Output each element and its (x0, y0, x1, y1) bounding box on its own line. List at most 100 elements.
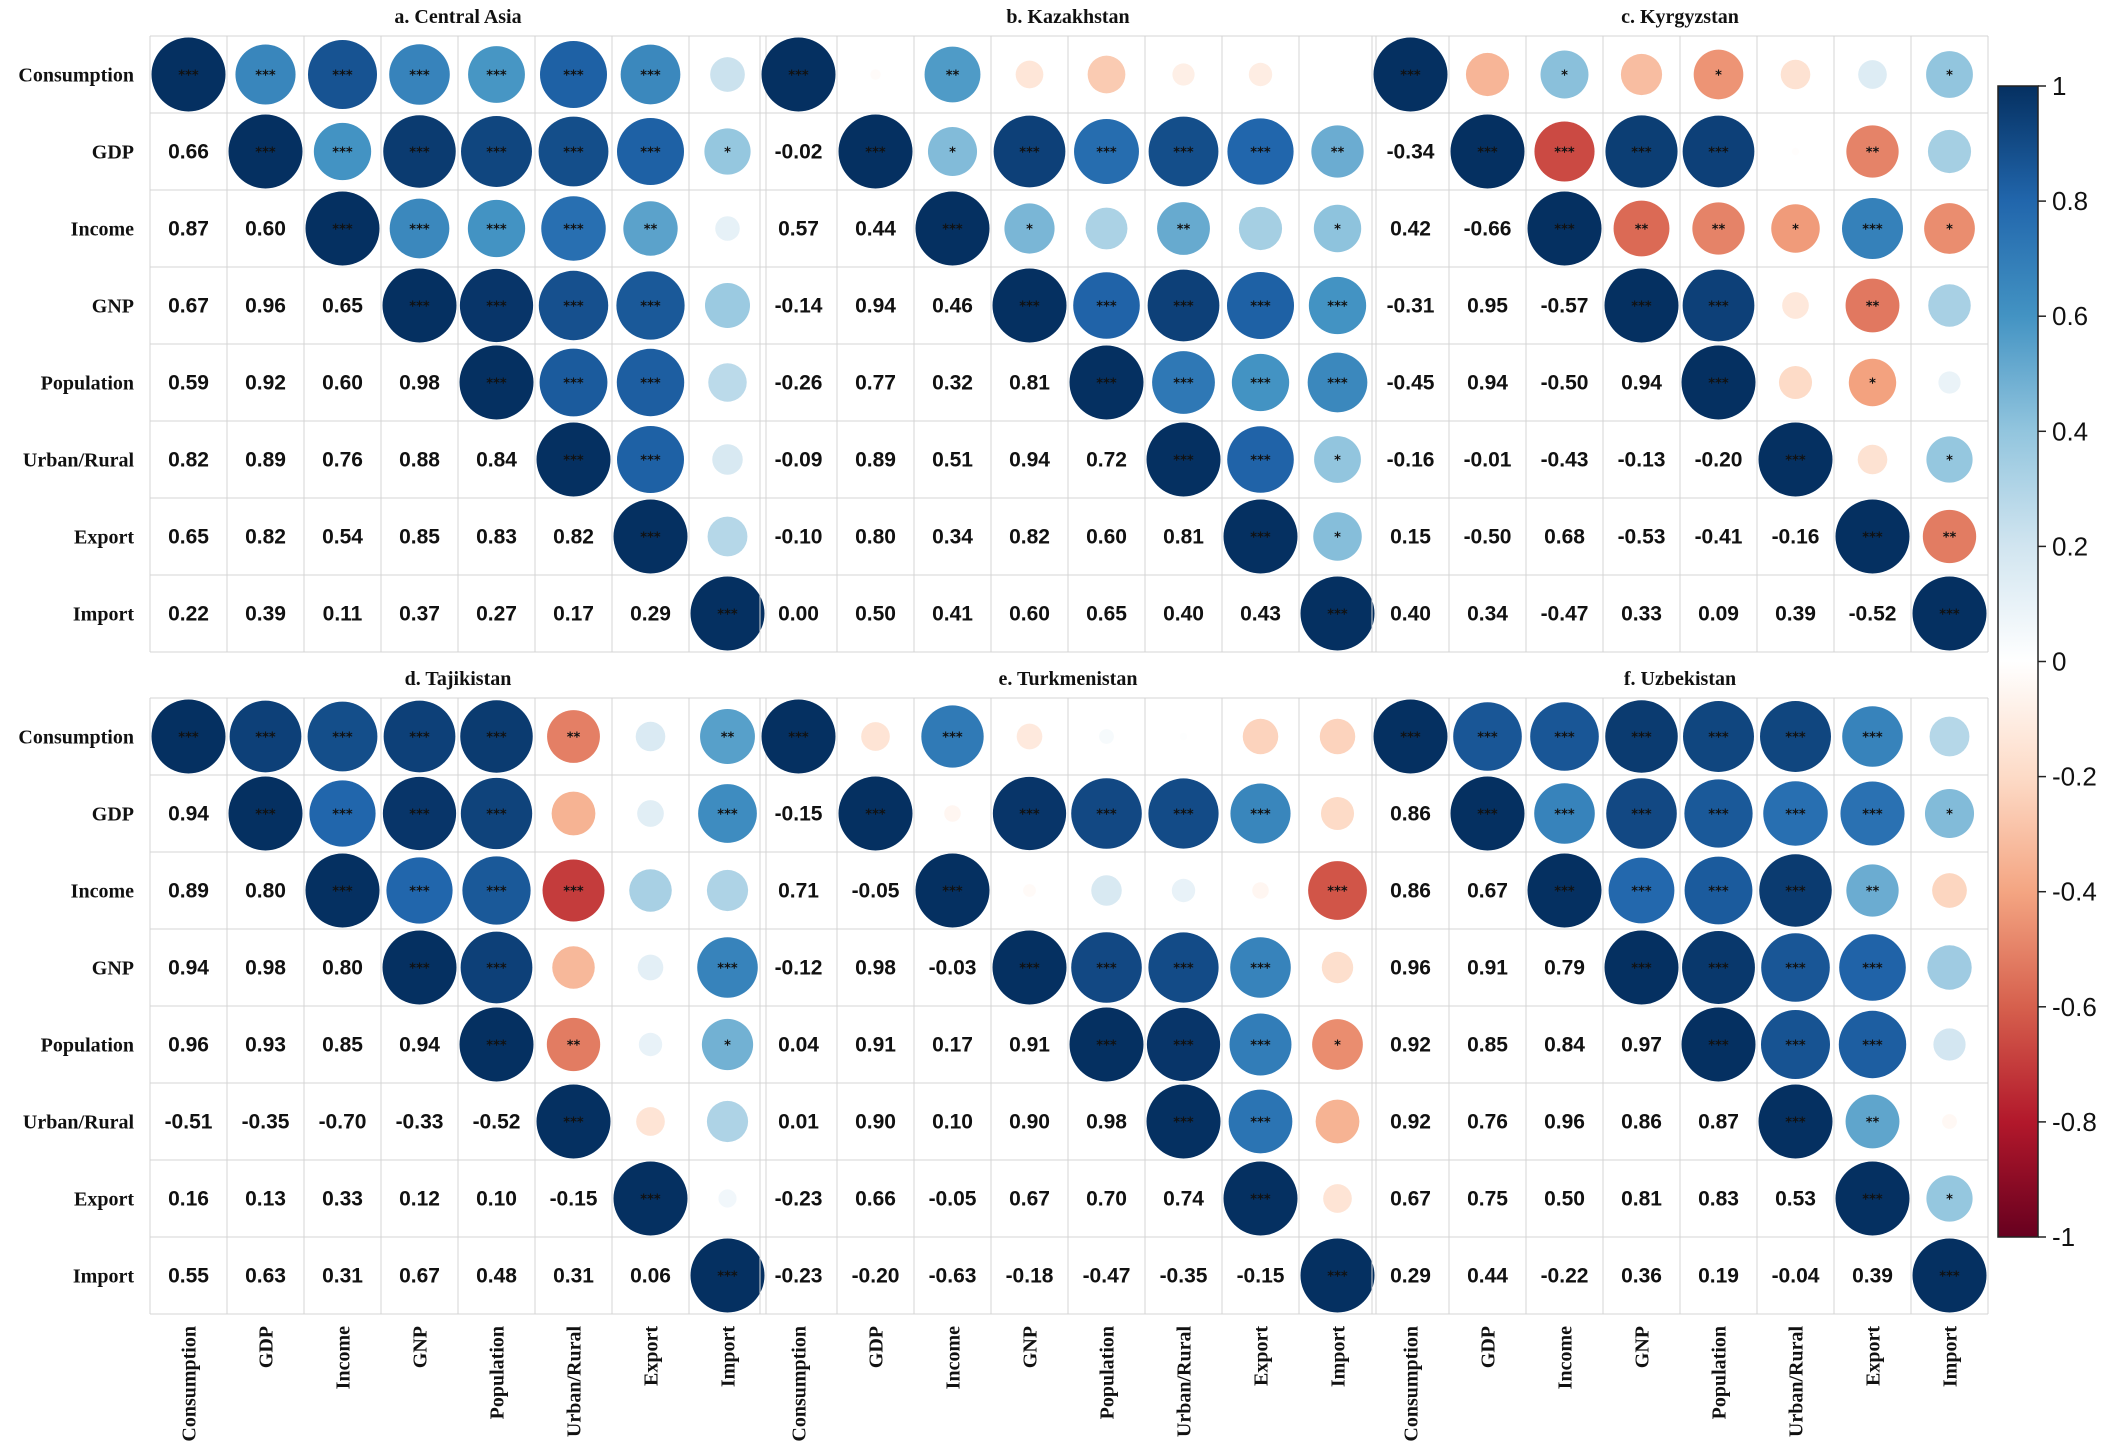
coefficient-label: -0.26 (775, 372, 823, 395)
significance-marker: *** (1631, 962, 1652, 977)
correlation-circle (1069, 345, 1144, 420)
correlation-circle (1841, 197, 1904, 260)
coefficient-label: -0.23 (775, 1188, 823, 1211)
correlation-circle (992, 268, 1067, 343)
correlation-circle (707, 516, 748, 557)
correlation-circle (1146, 1007, 1221, 1082)
row-labels-group: Consumption GDP Income GNP Population Urban/R… (18, 65, 134, 1288)
colorbar-tick-label: -0.6 (2052, 992, 2097, 1022)
coefficient-label: 0.82 (553, 526, 594, 549)
significance-marker: *** (1250, 808, 1271, 823)
colorbar-gradient (1997, 85, 2039, 1238)
coefficient-label: -0.05 (929, 1188, 977, 1211)
correlation-circle (547, 710, 600, 763)
column-label: Consumption (1401, 1326, 1423, 1442)
column-label: Urban/Rural (1786, 1326, 1808, 1438)
significance-marker: * (1946, 223, 1953, 238)
coefficient-label: 0.81 (1009, 372, 1050, 395)
coefficient-label: -0.47 (1083, 1265, 1131, 1288)
significance-marker: *** (1631, 731, 1652, 746)
coefficient-label: 0.63 (245, 1265, 286, 1288)
significance-marker: *** (1631, 300, 1652, 315)
correlation-circle (1335, 72, 1340, 77)
correlation-circle (704, 128, 751, 175)
significance-marker: *** (1939, 608, 1960, 623)
correlation-circle (1912, 576, 1987, 651)
significance-marker: *** (1096, 300, 1117, 315)
correlation-circle (1782, 292, 1809, 319)
correlation-circle (613, 499, 688, 574)
correlation-circle (1927, 129, 1972, 174)
correlation-circle (838, 776, 913, 851)
correlation-circle (382, 268, 457, 343)
column-label: GDP (256, 1326, 278, 1368)
colorbar-tick-label: -0.2 (2052, 762, 2097, 792)
significance-marker: *** (1250, 1193, 1271, 1208)
column-label: Import (1940, 1326, 1962, 1387)
significance-marker: *** (563, 1116, 584, 1131)
coefficient-label: 0.37 (399, 603, 440, 626)
coefficient-label: 0.27 (476, 603, 517, 626)
significance-marker: * (1869, 377, 1876, 392)
correlation-circle (700, 709, 755, 764)
significance-marker: ** (1866, 1116, 1880, 1131)
coefficient-label: 0.13 (245, 1188, 286, 1211)
correlation-circle (1231, 353, 1290, 412)
coefficient-label: 0.96 (245, 295, 286, 318)
coefficient-label: 0.42 (1390, 218, 1431, 241)
coefficient-label: 0.65 (168, 526, 209, 549)
significance-marker: *** (1708, 885, 1729, 900)
significance-marker: *** (409, 962, 430, 977)
correlation-circle (1759, 854, 1832, 927)
significance-marker: *** (486, 300, 507, 315)
coefficient-label: 0.01 (778, 1111, 819, 1134)
significance-marker: *** (1096, 1039, 1117, 1054)
correlation-circle (616, 117, 685, 186)
coefficient-label: 0.11 (323, 603, 363, 626)
significance-marker: * (1334, 1039, 1341, 1054)
correlation-circle (383, 115, 456, 188)
correlation-circle (1835, 1161, 1910, 1236)
panel-title: d. Tajikistan (405, 668, 512, 690)
correlation-circle (629, 869, 672, 912)
correlation-circle (1760, 701, 1831, 772)
coefficient-label: 0.70 (1086, 1188, 1127, 1211)
colorbar-tick-label: 1 (2052, 71, 2066, 101)
coefficient-label: 0.48 (476, 1265, 517, 1288)
coefficient-label: 0.60 (1086, 526, 1127, 549)
correlation-circle (1157, 202, 1210, 255)
row-label: Consumption (18, 727, 134, 749)
coefficient-label: 0.15 (1390, 526, 1431, 549)
significance-marker: *** (409, 223, 430, 238)
correlation-circle (712, 444, 743, 475)
correlation-circle (927, 126, 978, 177)
correlation-circle (1248, 62, 1273, 87)
coefficient-label: 0.85 (1467, 1034, 1508, 1057)
significance-marker: ** (644, 223, 658, 238)
coefficient-label: -0.33 (396, 1111, 444, 1134)
coefficient-label: 0.98 (245, 957, 286, 980)
correlation-circle (1540, 50, 1589, 99)
significance-marker: *** (409, 808, 430, 823)
coefficient-label: 0.94 (855, 295, 896, 318)
coefficient-label: 0.83 (476, 526, 517, 549)
correlation-circle (1933, 1028, 1966, 1061)
coefficient-label: 0.65 (322, 295, 363, 318)
significance-marker: ** (1866, 300, 1880, 315)
correlation-circle (1172, 63, 1195, 86)
significance-marker: ** (1635, 223, 1649, 238)
correlation-circle (1840, 781, 1905, 846)
significance-marker: *** (1708, 377, 1729, 392)
significance-marker: *** (1327, 885, 1348, 900)
correlation-circle (1311, 125, 1364, 178)
correlation-circle (1692, 202, 1745, 255)
significance-marker: *** (1477, 808, 1498, 823)
correlation-circle (1227, 426, 1294, 493)
correlation-circle (1846, 125, 1899, 178)
correlation-circle (637, 800, 664, 827)
coefficient-label: 0.40 (1163, 603, 1204, 626)
significance-marker: *** (1173, 808, 1194, 823)
significance-marker: *** (563, 69, 584, 84)
correlation-circle (637, 954, 664, 981)
correlation-circle (993, 115, 1066, 188)
